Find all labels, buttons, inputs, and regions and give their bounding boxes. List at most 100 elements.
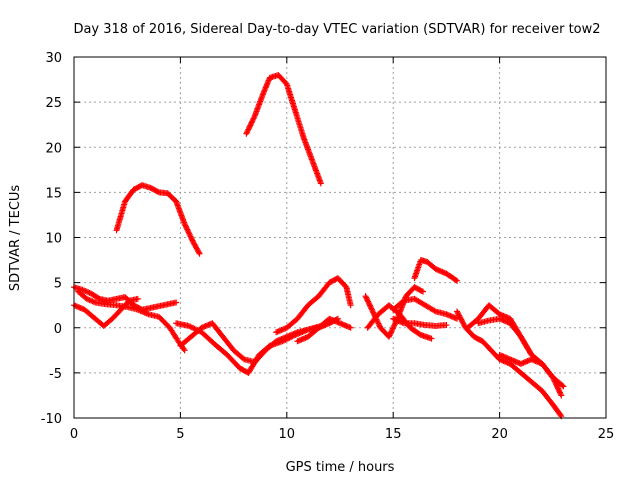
y-tick-label: 10	[45, 232, 62, 247]
data-point	[391, 322, 398, 329]
y-tick-label: 15	[45, 186, 62, 201]
data-point	[418, 288, 425, 295]
x-axis-label: GPS time / hours	[286, 460, 395, 475]
data-point	[386, 332, 393, 339]
data-point	[181, 220, 188, 227]
data-point	[367, 303, 374, 310]
data-point	[188, 236, 195, 243]
y-tick-label: -10	[41, 412, 62, 427]
data-point	[443, 322, 450, 329]
data-point	[317, 180, 324, 187]
data-point	[558, 392, 565, 399]
series-arc-a	[71, 284, 180, 313]
data-point	[390, 324, 397, 331]
series-arc-l	[390, 295, 461, 322]
data-point	[368, 305, 375, 312]
data-point	[557, 389, 564, 396]
data-point	[368, 306, 375, 313]
data-point	[419, 288, 426, 295]
y-tick-label: 20	[45, 141, 62, 156]
data-point	[247, 122, 254, 129]
data-point	[249, 116, 256, 123]
data-point	[369, 308, 376, 315]
data-point	[181, 347, 188, 354]
data-point	[366, 301, 373, 308]
data-point	[375, 320, 382, 327]
data-point	[554, 384, 561, 391]
data-point	[364, 297, 371, 304]
data-point	[431, 307, 438, 314]
data-point	[196, 250, 203, 257]
series-arc-i	[294, 315, 354, 345]
data-point	[376, 321, 383, 328]
data-point	[245, 126, 252, 133]
data-point	[246, 123, 253, 130]
data-point	[195, 249, 202, 256]
data-point	[184, 227, 191, 234]
data-point	[555, 385, 562, 392]
x-tick-label: 15	[385, 427, 402, 442]
data-point	[245, 125, 252, 132]
data-point	[452, 277, 459, 284]
data-point	[362, 293, 369, 300]
data-point	[189, 237, 196, 244]
x-tick-label: 25	[598, 427, 615, 442]
data-point	[363, 295, 370, 302]
data-point	[389, 326, 396, 333]
data-point	[556, 388, 563, 395]
axis-ticks: 0 5 10 15 20 25 -10 -5 0 5 10 15 20 25 30	[41, 51, 615, 442]
data-point	[184, 226, 191, 233]
y-tick-label: -5	[49, 367, 62, 382]
data-point	[185, 229, 192, 236]
data-point	[186, 232, 193, 239]
data-point	[188, 234, 195, 241]
data-point	[183, 225, 190, 232]
data-point	[182, 223, 189, 230]
data-point	[365, 298, 372, 305]
data-point	[399, 298, 406, 305]
x-tick-label: 20	[491, 427, 508, 442]
x-tick-label: 10	[279, 427, 296, 442]
data-point	[347, 324, 354, 331]
chart-title: Day 318 of 2016, Sidereal Day-to-day VTE…	[73, 22, 600, 37]
data-point	[186, 230, 193, 237]
data-point	[134, 295, 141, 302]
data-point	[244, 129, 251, 136]
data-point	[555, 386, 562, 393]
data-point	[173, 299, 180, 306]
data-point	[363, 294, 370, 301]
series-arc-n	[411, 257, 461, 284]
series-arc-f	[173, 317, 337, 376]
y-tick-label: 30	[45, 51, 62, 66]
data-point	[387, 330, 394, 337]
data-point	[249, 118, 256, 125]
series-arc-d	[113, 182, 203, 257]
data-point	[428, 335, 435, 342]
data-point	[374, 319, 381, 326]
data-point	[388, 328, 395, 335]
data-point	[560, 383, 567, 390]
y-tick-label: 0	[54, 322, 62, 337]
data-point	[367, 302, 374, 309]
series-arc-o	[454, 308, 565, 420]
data-point	[559, 382, 566, 389]
data-point	[387, 329, 394, 336]
data-point	[557, 391, 564, 398]
y-axis-label: SDTVAR / TECUs	[8, 185, 23, 292]
series-arc-m	[390, 315, 450, 329]
y-tick-label: 5	[54, 277, 62, 292]
x-tick-label: 5	[176, 427, 184, 442]
data-point	[180, 346, 187, 353]
data-point	[250, 115, 257, 122]
data-point	[557, 412, 564, 419]
data-point	[347, 302, 354, 309]
y-tick-label: 25	[45, 96, 62, 111]
data-point	[389, 325, 396, 332]
series-arc-h	[273, 275, 354, 336]
data-point	[553, 382, 560, 389]
data-point	[244, 127, 251, 134]
series-arc-c	[75, 288, 188, 354]
data-point	[365, 299, 372, 306]
data-point	[370, 309, 377, 316]
